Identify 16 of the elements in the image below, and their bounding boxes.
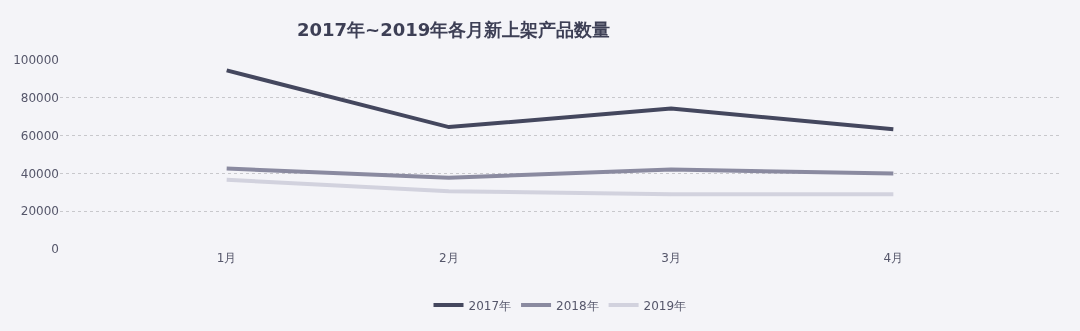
line-series	[224, 166, 896, 180]
chart-title: 2017年~2019年各月新上架产品数量	[296, 18, 611, 40]
legend-label: 2018年	[556, 298, 599, 313]
x-tick-label: 3月	[661, 251, 681, 265]
y-tick-label: 100000	[13, 53, 59, 68]
line-series	[224, 68, 896, 132]
legend-label: 2017年	[468, 298, 512, 313]
y-tick-label: 80000	[20, 91, 59, 105]
x-tick-label: 2月	[439, 251, 459, 265]
legend-label: 2019年	[643, 298, 687, 313]
y-tick-label: 20000	[20, 204, 59, 219]
x-tick-label: 4月	[883, 251, 904, 265]
y-tick-label: 60000	[20, 128, 59, 143]
y-tick-label: 40000	[20, 166, 59, 181]
x-tick-label: 1月	[216, 251, 237, 265]
y-tick-label: 0	[51, 242, 59, 257]
